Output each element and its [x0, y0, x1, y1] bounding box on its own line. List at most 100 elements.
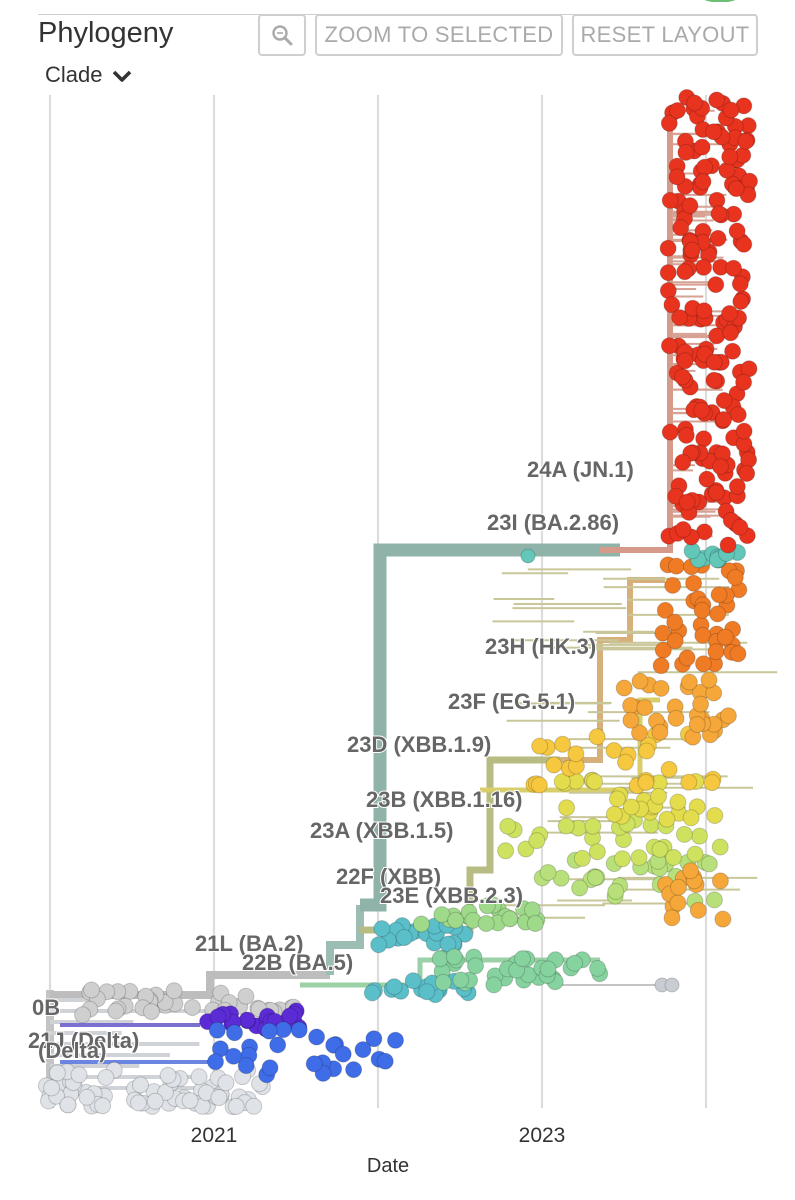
- tip-23f-low[interactable]: [682, 862, 700, 880]
- tip-23d[interactable]: [680, 773, 698, 791]
- tip-23f[interactable]: [636, 699, 654, 717]
- tip-early[interactable]: [181, 1092, 199, 1110]
- tip-21j[interactable]: [281, 1007, 299, 1025]
- tip-23h[interactable]: [707, 643, 725, 661]
- tip-23h[interactable]: [654, 624, 672, 642]
- tip-24a[interactable]: [696, 158, 714, 176]
- tip-23f[interactable]: [692, 695, 710, 713]
- tip-24a[interactable]: [681, 197, 699, 215]
- tip-early[interactable]: [217, 1074, 235, 1092]
- tip-23f[interactable]: [652, 679, 670, 697]
- tip-early[interactable]: [227, 1097, 245, 1115]
- tip-22b[interactable]: [485, 976, 503, 994]
- clade-label-23e[interactable]: 23E (XBB.2.3): [379, 882, 524, 909]
- tip-23h[interactable]: [726, 568, 744, 586]
- tip-24a[interactable]: [738, 465, 756, 482]
- tip-24a[interactable]: [694, 173, 712, 191]
- clade-label-23h[interactable]: 23H (HK.3): [484, 633, 597, 660]
- tip-23f-low[interactable]: [711, 872, 729, 890]
- color-by-dropdown[interactable]: Clade: [45, 62, 132, 88]
- tip-24a[interactable]: [678, 493, 696, 511]
- tip-22f[interactable]: [501, 910, 519, 928]
- tip-21i[interactable]: [387, 1031, 404, 1049]
- tip-24a[interactable]: [683, 241, 701, 259]
- tip-21i[interactable]: [365, 1030, 383, 1048]
- tip-21l-low[interactable]: [404, 972, 422, 990]
- tip-21i[interactable]: [354, 1041, 372, 1059]
- tip-23f[interactable]: [622, 697, 640, 714]
- tip-24a[interactable]: [725, 259, 742, 277]
- tip-24a[interactable]: [708, 91, 726, 109]
- tip-23h[interactable]: [710, 586, 728, 604]
- tip-20b[interactable]: [107, 1002, 125, 1020]
- tip-24a[interactable]: [674, 453, 692, 471]
- tip-24a[interactable]: [695, 258, 713, 276]
- tip-23a[interactable]: [584, 817, 602, 835]
- tip-22b[interactable]: [539, 960, 557, 978]
- tip-24a[interactable]: [661, 423, 679, 441]
- tip-24a[interactable]: [676, 352, 694, 370]
- tip-21i[interactable]: [334, 1045, 352, 1063]
- tip-24a[interactable]: [676, 263, 694, 281]
- tip-23h[interactable]: [664, 576, 682, 594]
- tip-23f[interactable]: [651, 723, 669, 741]
- tip-23a[interactable]: [573, 849, 591, 867]
- tip-22b[interactable]: [566, 954, 584, 972]
- search-button[interactable]: [258, 14, 306, 56]
- tip-early[interactable]: [210, 1089, 228, 1107]
- tip-24a[interactable]: [661, 191, 679, 209]
- tip-21l[interactable]: [373, 920, 391, 938]
- tip-outlier[interactable]: [664, 977, 680, 993]
- tip-24a[interactable]: [659, 282, 677, 300]
- tip-20b[interactable]: [237, 987, 255, 1005]
- tip-24a[interactable]: [669, 102, 686, 119]
- clade-label-22f[interactable]: 22F (XBB): [335, 863, 442, 890]
- tip-21i[interactable]: [226, 1024, 243, 1042]
- tip-23h[interactable]: [694, 626, 712, 644]
- tip-24a[interactable]: [660, 114, 678, 132]
- clade-label-22b[interactable]: 22B (BA.5): [241, 949, 354, 976]
- clade-label-23a[interactable]: 23A (XBB.1.5): [309, 817, 454, 844]
- tip-24a[interactable]: [686, 94, 704, 112]
- tip-24a[interactable]: [674, 521, 692, 538]
- tip-early[interactable]: [43, 1079, 61, 1097]
- tip-23i-early[interactable]: [520, 548, 536, 564]
- tip-24a[interactable]: [705, 123, 723, 141]
- tip-23e[interactable]: [705, 891, 723, 909]
- tip-23h[interactable]: [652, 657, 670, 675]
- tip-21i[interactable]: [345, 1061, 363, 1079]
- tip-21i[interactable]: [290, 1021, 308, 1039]
- tip-23d[interactable]: [554, 735, 572, 753]
- tip-23a[interactable]: [499, 817, 517, 835]
- tip-21j[interactable]: [238, 1011, 256, 1029]
- tip-early[interactable]: [159, 1066, 177, 1084]
- tip-23d[interactable]: [545, 756, 563, 774]
- tip-24a[interactable]: [663, 296, 681, 314]
- tip-21i[interactable]: [308, 1028, 326, 1046]
- tip-23f[interactable]: [631, 724, 648, 742]
- tip-21i[interactable]: [237, 1057, 255, 1075]
- tip-early[interactable]: [94, 1097, 112, 1115]
- tip-24a[interactable]: [695, 302, 713, 320]
- tip-24a[interactable]: [677, 143, 695, 161]
- tip-23f[interactable]: [680, 673, 698, 691]
- tip-23h[interactable]: [693, 601, 711, 619]
- tip-24a[interactable]: [731, 518, 749, 536]
- tip-24a[interactable]: [728, 478, 746, 495]
- tip-early[interactable]: [130, 1094, 147, 1112]
- tip-24a[interactable]: [672, 219, 690, 237]
- tip-23f[interactable]: [631, 672, 649, 690]
- tip-23a[interactable]: [651, 841, 669, 858]
- tip-22b[interactable]: [452, 971, 470, 989]
- tip-23e[interactable]: [539, 864, 557, 881]
- tip-24a[interactable]: [735, 422, 753, 440]
- tip-23h[interactable]: [656, 601, 674, 619]
- tip-early[interactable]: [132, 1076, 149, 1094]
- tip-21i[interactable]: [305, 1055, 323, 1073]
- tip-24a[interactable]: [660, 337, 678, 355]
- tip-23b[interactable]: [586, 773, 603, 791]
- tip-20b[interactable]: [183, 999, 201, 1016]
- tip-22b[interactable]: [514, 950, 531, 968]
- tip-23f[interactable]: [688, 716, 706, 733]
- clade-label-24a[interactable]: 24A (JN.1): [526, 456, 635, 483]
